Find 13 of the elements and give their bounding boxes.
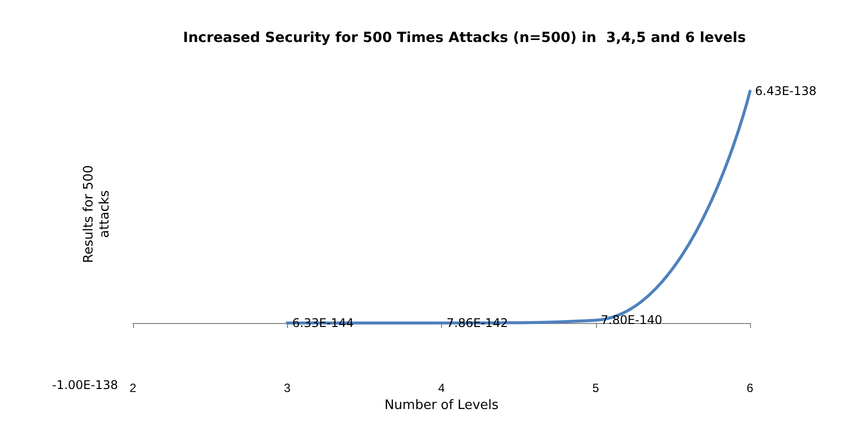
data-label: 7.86E-142 [446,316,508,330]
text: -1.00E-138 [52,378,118,392]
y-axis-title: Results for 500 attacks [82,165,112,264]
data-label: 7.80E-140 [600,313,662,328]
x-tick-label: 5 [592,381,600,396]
data-label: 6.43E-138 [755,84,817,98]
x-axis-title: Number of Levels [384,398,499,413]
x-tick-label: 4 [438,381,446,396]
x-tick-label: 2 [130,381,137,396]
x-tick-label: 6 [746,381,754,396]
chart-title: Increased Security for 500 Times Attacks (n=500) in 3,4,5 and 6 levels [183,30,746,46]
data-label: 6.33E-144 [292,316,354,330]
x-tick-label: 3 [284,381,291,396]
